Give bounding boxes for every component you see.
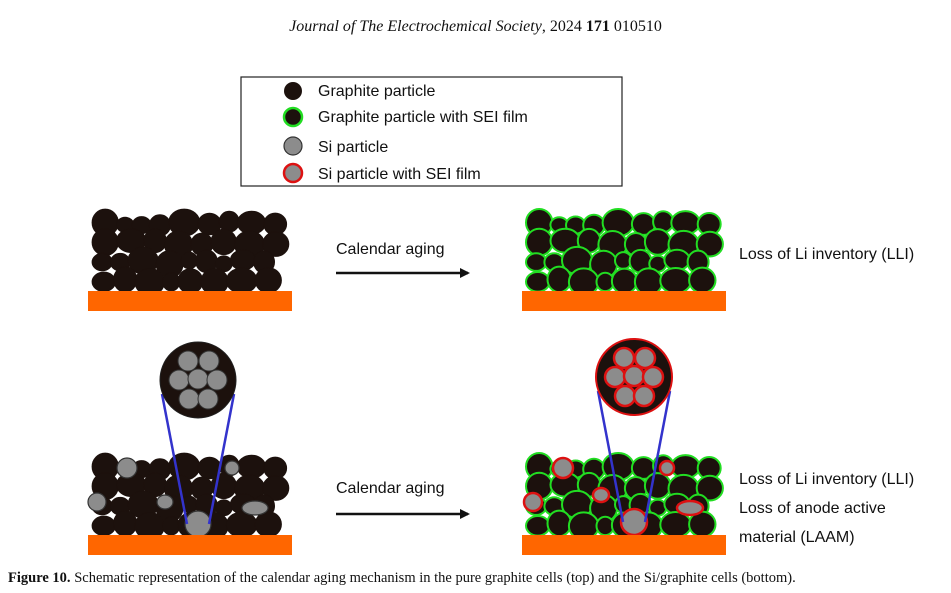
graphite-particle [262, 475, 290, 501]
zoom-circle-right [595, 338, 673, 523]
graphite-particle-sei [546, 509, 572, 538]
si-nano-particle [187, 368, 209, 390]
graphite-particle [91, 228, 119, 257]
si-particle-icon [283, 136, 303, 156]
si-particle-sei [619, 507, 649, 537]
si-nano-particle [206, 369, 228, 391]
legend-label-graphite: Graphite particle [318, 83, 435, 100]
graphite-sei-icon [282, 106, 304, 128]
si-particle [116, 457, 138, 479]
si-particle-sei [658, 459, 676, 477]
journal-article-number: 010510 [609, 18, 662, 35]
caption-label: Figure 10. [8, 570, 71, 586]
legend-label-si-sei: Si particle with SEI film [318, 166, 481, 183]
zoom-line-right [643, 390, 672, 523]
si-particle-sei [675, 499, 705, 517]
si-nano-particle [603, 365, 627, 389]
caption-text: Schematic representation of the calendar… [70, 570, 796, 586]
bottom-right-electrode [522, 452, 726, 555]
si-nano-particle [178, 388, 200, 410]
si-nano-particle [641, 365, 665, 389]
bottom-result-line-1: Loss of Li inventory (LLI) [739, 471, 914, 488]
current-collector [522, 291, 726, 311]
top-left-electrode [88, 208, 292, 311]
graphite-particle [113, 510, 138, 537]
graphite-particle-sei [525, 515, 551, 537]
graphite-particle-icon [284, 82, 302, 100]
journal-volume: 171 [585, 18, 610, 35]
journal-header: Journal of The Electrochemical Society, … [0, 18, 951, 36]
si-nano-particle [198, 350, 220, 372]
current-collector [522, 535, 726, 555]
graphite-particle-sei [695, 474, 724, 502]
si-nano-particle [168, 369, 190, 391]
si-nano-particle [632, 384, 656, 408]
graphite-particle [262, 231, 290, 257]
si-particle-sei [591, 486, 611, 504]
graphite-particle-sei [525, 227, 554, 257]
legend-box: Graphite particle Graphite particle with… [240, 76, 623, 187]
si-nano-particle [197, 388, 219, 410]
zoom-circle-left [159, 341, 237, 525]
graphite-particle [254, 267, 282, 294]
si-particle [87, 492, 107, 512]
graphite-particle [225, 511, 258, 538]
journal-name: Journal of The Electrochemical Society [289, 18, 542, 35]
zoom-line-left [160, 393, 189, 525]
current-collector [88, 535, 292, 555]
graphite-particle [91, 252, 113, 272]
graphite-particle-sei [643, 228, 672, 256]
bottom-arrow-label: Calendar aging [336, 480, 445, 497]
journal-year: , 2024 [541, 18, 586, 35]
graphite-particle-sei [525, 252, 548, 272]
si-particle [156, 494, 174, 510]
graphite-particle [254, 511, 282, 538]
si-sei-icon [282, 162, 304, 184]
legend-label-si: Si particle [318, 139, 388, 156]
si-nano-particle [612, 346, 636, 370]
si-nano-particle [613, 384, 637, 408]
bottom-left-electrode [87, 452, 292, 555]
si-particle-sei [522, 491, 544, 513]
si-particle [224, 460, 240, 476]
graphite-particle-sei [610, 267, 638, 295]
si-particle [184, 510, 212, 538]
graphite-particle [91, 515, 117, 537]
graphite-particle [162, 272, 181, 292]
zoom-line-right [207, 393, 236, 525]
graphite-particle [229, 249, 256, 271]
graphite-particle [225, 267, 258, 294]
current-collector [88, 291, 292, 311]
bottom-result-line-2: Loss of anode active [739, 500, 886, 517]
si-particle-sei [551, 456, 575, 480]
top-result-label: Loss of Li inventory (LLI) [739, 246, 914, 263]
si-nano-particle [622, 364, 646, 388]
graphite-particle [210, 228, 237, 256]
si-nano-particle [633, 346, 657, 370]
graphite-particle-sei [659, 267, 693, 295]
graphite-particle [113, 266, 138, 293]
graphite-particle [180, 251, 199, 270]
zoom-line-left [596, 390, 625, 523]
graphite-particle-sei [525, 271, 551, 293]
figure-caption: Figure 10. Schematic representation of t… [8, 570, 948, 587]
si-particle [241, 500, 269, 516]
legend-label-graphite-sei: Graphite particle with SEI film [318, 109, 528, 126]
graphite-particle-sei [688, 266, 717, 294]
graphite-particle-sei [546, 265, 572, 294]
graphite-particle [91, 271, 117, 293]
si-nano-particle [177, 350, 199, 372]
bottom-result-line-3: material (LAAM) [739, 529, 855, 546]
graphite-particle-sei [695, 230, 724, 258]
graphite-particle-sei [643, 472, 672, 500]
graphite-particle [177, 268, 204, 295]
top-arrow-label: Calendar aging [336, 241, 445, 258]
top-right-electrode [522, 208, 726, 311]
graphite-particle [162, 516, 181, 536]
